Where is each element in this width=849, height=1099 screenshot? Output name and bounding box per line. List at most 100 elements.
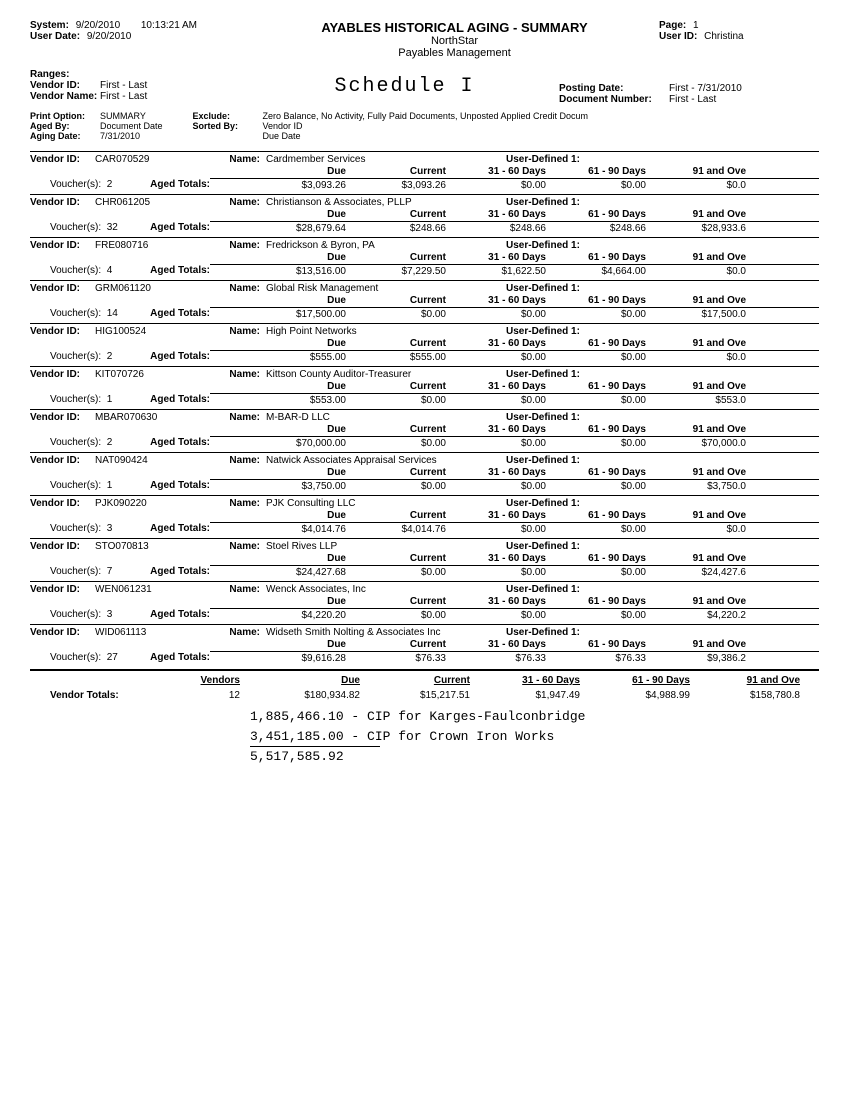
val-3160: $0.00: [450, 179, 550, 192]
col-3160: 31 - 60 Days: [450, 337, 550, 350]
col-current: Current: [350, 509, 450, 522]
col-6190: 61 - 90 Days: [550, 380, 650, 393]
aged-totals-label: Aged Totals:: [140, 222, 210, 235]
col-3160: 31 - 60 Days: [450, 251, 550, 264]
system-time: 10:13:21 AM: [141, 20, 197, 31]
col-91: 91 and Ove: [650, 423, 750, 436]
vendor-name-value: PJK Consulting LLC: [266, 498, 506, 509]
vendor-id-label: Vendor ID:: [30, 498, 95, 509]
aging-values: $24,427.68$0.00$0.00$0.00$24,427.6: [210, 566, 750, 579]
aging-values: $3,093.26$3,093.26$0.00$0.00$0.0: [210, 179, 750, 192]
aged-totals-label: Aged Totals:: [140, 394, 210, 407]
page-label: Page:: [659, 20, 686, 31]
col-91: 91 and Ove: [650, 466, 750, 479]
val-3160: $0.00: [450, 351, 550, 364]
exclude-value: Zero Balance, No Activity, Fully Paid Do…: [263, 111, 588, 121]
aging-values: $13,516.00$7,229.50$1,622.50$4,664.00$0.…: [210, 265, 750, 278]
col-due: Due: [210, 595, 350, 608]
col-6190: 61 - 90 Days: [550, 509, 650, 522]
col-current: Current: [350, 595, 450, 608]
col-due: Due: [210, 208, 350, 221]
docnum-label: Document Number:: [559, 94, 669, 105]
user-defined-label: User-Defined 1:: [506, 154, 580, 165]
vendor-block: Vendor ID:PJK090220Name: PJK Consulting L…: [30, 495, 819, 536]
col-current: Current: [350, 251, 450, 264]
vendor-id-label: Vendor ID:: [30, 197, 95, 208]
val-current: $0.00: [350, 437, 450, 450]
vendor-id-value: CAR070529: [95, 154, 210, 165]
vendor-id-value: NAT090424: [95, 455, 210, 466]
col-6190: 61 - 90 Days: [550, 165, 650, 178]
val-91: $28,933.6: [650, 222, 750, 235]
vendor-name-value: Widseth Smith Nolting & Associates Inc: [266, 627, 506, 638]
vendor-id-value: STO070813: [95, 541, 210, 552]
ranges-center: Schedule I: [250, 69, 559, 105]
vendor-name-label: Name:: [210, 498, 260, 509]
val-due: $17,500.00: [210, 308, 350, 321]
agedby-label: Aged By:: [30, 121, 100, 131]
module-name: Payables Management: [250, 47, 659, 59]
user-defined-label: User-Defined 1:: [506, 627, 580, 638]
sortedby-value: Vendor ID: [263, 121, 303, 131]
col-6190: 61 - 90 Days: [550, 208, 650, 221]
th-due: Due: [240, 675, 360, 686]
col-91: 91 and Ove: [650, 337, 750, 350]
val-91: $553.0: [650, 394, 750, 407]
aged-totals-label: Aged Totals:: [140, 652, 210, 665]
aging-values: $3,750.00$0.00$0.00$0.00$3,750.0: [210, 480, 750, 493]
ranges-right: Posting Date:First - 7/31/2010 Document …: [559, 69, 819, 105]
col-91: 91 and Ove: [650, 552, 750, 565]
col-6190: 61 - 90 Days: [550, 251, 650, 264]
val-6190: $0.00: [550, 308, 650, 321]
val-current: $555.00: [350, 351, 450, 364]
vendor-block: Vendor ID:NAT090424Name:Natwick Associat…: [30, 452, 819, 493]
val-3160: $76.33: [450, 652, 550, 665]
val-91: $24,427.6: [650, 566, 750, 579]
val-current: $7,229.50: [350, 265, 450, 278]
val-current: $248.66: [350, 222, 450, 235]
col-91: 91 and Ove: [650, 294, 750, 307]
aged-totals-label: Aged Totals:: [140, 609, 210, 622]
th-6190: 61 - 90 Days: [580, 675, 690, 686]
aging-values: $9,616.28$76.33$76.33$76.33$9,386.2: [210, 652, 750, 665]
aging-column-headers: DueCurrent31 - 60 Days61 - 90 Days91 and…: [210, 337, 819, 351]
vendor-id-label: Vendor ID:: [30, 584, 95, 595]
totals-block: Vendors Due Current 31 - 60 Days 61 - 90…: [30, 669, 819, 701]
val-91: $0.0: [650, 265, 750, 278]
vendor-name-label: Name:: [210, 627, 260, 638]
col-6190: 61 - 90 Days: [550, 466, 650, 479]
col-current: Current: [350, 466, 450, 479]
val-91: $0.0: [650, 179, 750, 192]
aging-column-headers: DueCurrent31 - 60 Days61 - 90 Days91 and…: [210, 208, 819, 222]
th-91: 91 and Ove: [690, 675, 800, 686]
vendor-name-label: Name:: [210, 154, 260, 165]
vendor-id-label: Vendor ID:: [30, 283, 95, 294]
vendor-id-value: PJK090220: [95, 498, 210, 509]
vendor-block: Vendor ID:GRM061120Name:Global Risk Mana…: [30, 280, 819, 321]
col-3160: 31 - 60 Days: [450, 423, 550, 436]
page-value: 1: [693, 20, 699, 31]
val-6190: $0.00: [550, 480, 650, 493]
vendor-name-label: Name:: [210, 412, 260, 423]
val-3160: $0.00: [450, 609, 550, 622]
agingdate-label: Aging Date:: [30, 131, 100, 141]
col-current: Current: [350, 337, 450, 350]
vendor-id-value: HIG100524: [95, 326, 210, 337]
system-value: 9/20/2010: [76, 20, 121, 31]
aging-column-headers: DueCurrent31 - 60 Days61 - 90 Days91 and…: [210, 638, 819, 652]
totals-current: $15,217.51: [360, 690, 470, 701]
col-3160: 31 - 60 Days: [450, 165, 550, 178]
th-current: Current: [360, 675, 470, 686]
col-6190: 61 - 90 Days: [550, 423, 650, 436]
col-6190: 61 - 90 Days: [550, 595, 650, 608]
vendor-name-value: Natwick Associates Appraisal Services: [266, 455, 506, 466]
totals-header: Vendors Due Current 31 - 60 Days 61 - 90…: [30, 675, 819, 686]
vouchers-label: Voucher(s): 27: [30, 652, 140, 665]
col-6190: 61 - 90 Days: [550, 294, 650, 307]
val-3160: $0.00: [450, 523, 550, 536]
val-due: $70,000.00: [210, 437, 350, 450]
vouchers-label: Voucher(s): 14: [30, 308, 140, 321]
ranges-label: Ranges:: [30, 69, 69, 80]
user-defined-label: User-Defined 1:: [506, 240, 580, 251]
vendor-id-value: MBAR070630: [95, 412, 210, 423]
